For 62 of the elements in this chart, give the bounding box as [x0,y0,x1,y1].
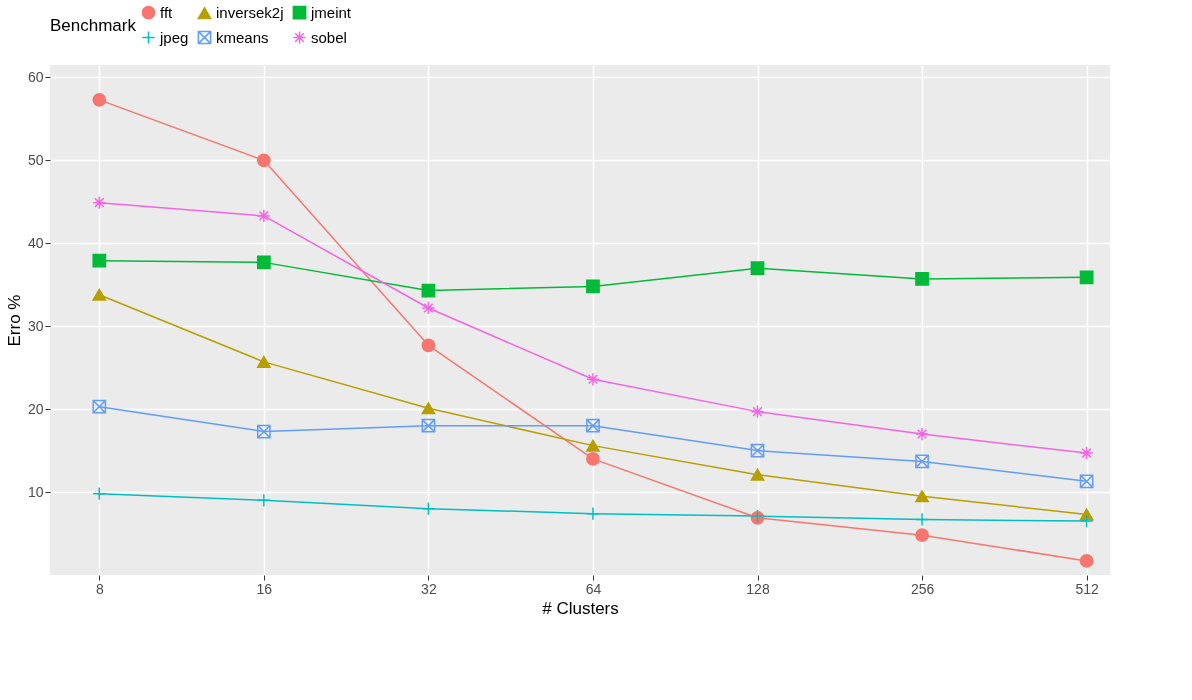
point [421,301,436,315]
legend-label: jpeg [159,28,189,46]
legend-label: kmeans [216,28,269,46]
point [915,272,929,286]
point [256,255,271,270]
point [1079,446,1094,460]
x-axis-title: # Clusters [542,598,619,618]
point [1079,270,1094,285]
point [586,506,600,521]
point [92,399,107,414]
y-tick-label: 50 [27,151,44,168]
point [915,490,929,503]
point [92,486,107,501]
point [92,253,107,268]
x-tick-label: 128 [746,580,770,597]
legend-label: inversek2j [216,4,284,22]
legend-label: sobel [311,28,347,46]
point [1079,514,1094,528]
point [92,195,107,210]
x-tick-label: 16 [256,580,273,597]
x-tick-label: 512 [1075,580,1100,597]
point [586,418,600,433]
point [421,402,436,415]
y-tick-label: 20 [27,400,44,417]
point [586,279,600,294]
point [421,283,436,298]
point [1079,554,1094,568]
point [421,501,436,516]
point [750,261,765,276]
y-tick-label: 40 [27,234,44,251]
point [586,439,600,452]
point [915,454,929,469]
point [750,443,765,458]
point [256,493,271,508]
y-tick-label: 60 [27,68,44,85]
x-tick-label: 8 [95,580,104,597]
point [915,512,929,527]
legend-label: fft [160,3,174,21]
point [586,372,600,387]
point [750,468,765,481]
point [1079,508,1094,521]
point [92,288,107,301]
point [421,418,436,433]
x-tick-label: 64 [585,580,602,597]
legend-title: Benchmark [50,16,137,35]
point [586,452,600,466]
point [915,528,929,543]
y-tick-label: 30 [27,317,44,334]
legend-label: jmeint [310,3,352,21]
point [256,355,271,368]
x-tick-label: 32 [421,580,437,597]
point [915,427,929,441]
point [1079,474,1094,489]
x-tick-label: 256 [910,580,935,597]
point [256,153,271,168]
y-axis-title: Erro % [4,294,24,347]
y-tick-label: 10 [27,483,44,500]
point [750,404,765,419]
point [256,424,271,439]
point [256,209,271,223]
point [92,92,107,107]
point [421,338,436,353]
